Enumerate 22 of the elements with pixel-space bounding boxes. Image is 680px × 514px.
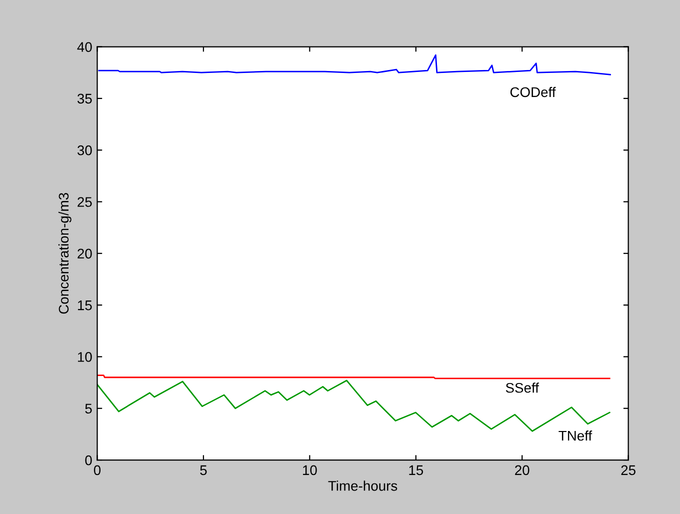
x-axis-title: Time-hours — [328, 480, 398, 491]
y-axis-title: Concentration-g/m3 — [58, 193, 72, 314]
x-tick-label: 25 — [621, 465, 636, 476]
x-tick-label: 10 — [303, 465, 317, 476]
series-label: CODeff — [510, 86, 556, 98]
x-tick-label: 20 — [515, 465, 530, 476]
y-tick-label: 10 — [78, 352, 92, 362]
series-label: SSeff — [506, 382, 539, 393]
x-tick-label: 0 — [94, 465, 101, 476]
y-tick-label: 15 — [78, 300, 92, 310]
y-tick-label: 35 — [77, 94, 92, 104]
y-tick-label: 20 — [78, 248, 92, 259]
x-tick-label: 5 — [200, 465, 207, 476]
y-tick-label: 25 — [78, 197, 92, 207]
line-series — [98, 54, 611, 76]
line-series — [97, 380, 610, 432]
x-tick-label: 15 — [409, 465, 424, 476]
y-tick-label: 40 — [77, 42, 92, 52]
y-tick-label: 5 — [85, 404, 92, 414]
y-tick-label: 0 — [85, 455, 92, 466]
series-label: TNeff — [558, 430, 592, 441]
y-tick-label: 30 — [77, 145, 92, 156]
